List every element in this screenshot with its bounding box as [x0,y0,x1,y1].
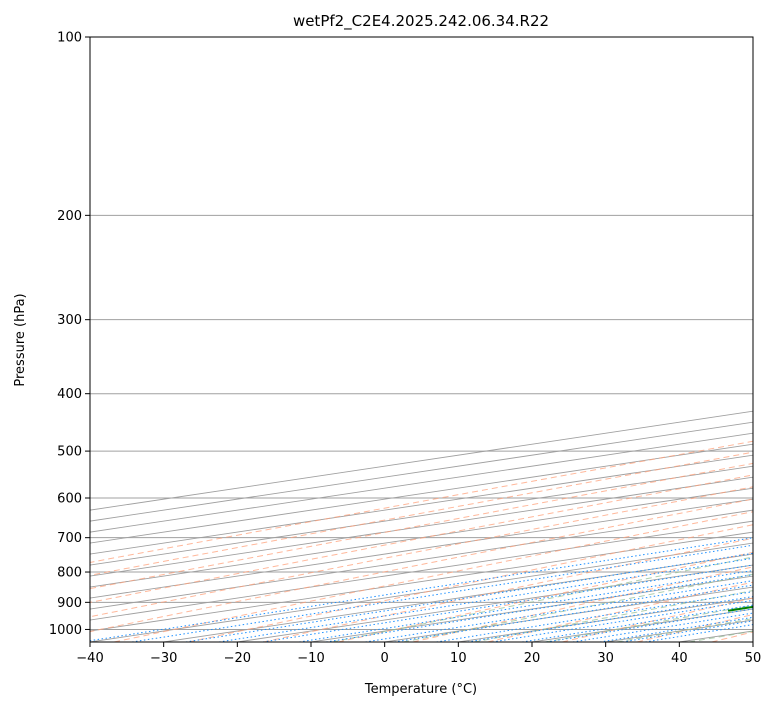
y-tick-label: 400 [57,387,82,402]
y-tick-label: 800 [57,566,82,581]
isotherm-line [752,641,753,642]
dry-adiabat [188,524,753,642]
dry-adiabat [711,631,753,642]
x-tick-label: 10 [450,651,467,666]
isotherm-line [90,432,753,533]
moist-adiabat [544,604,753,642]
isotherm-line [90,410,753,511]
dry-adiabat [487,581,753,642]
isotherm-line [679,630,753,642]
isotherm-line [90,421,753,522]
x-tick-label: −20 [224,651,251,666]
mixing-ratio-line [365,580,753,642]
isotherm-line [90,443,753,544]
isotherm-line [605,619,753,642]
moist-adiabat [473,590,753,642]
isotherm-line [90,465,753,566]
dry-adiabat [263,537,753,642]
dry-adiabat [90,498,753,633]
dry-adiabat [90,462,753,590]
dry-adiabat [562,597,753,642]
dry-adiabat [90,451,753,576]
y-tick-label: 700 [57,531,82,546]
dry-adiabat [636,614,753,642]
x-tick-label: 20 [524,651,541,666]
dry-adiabat [113,511,753,642]
x-tick-label: 0 [381,651,389,666]
y-tick-label: 1000 [49,623,82,638]
isotherm-line [458,597,753,642]
isotherm-line [90,542,753,642]
isotherm-line [90,520,753,621]
y-tick-label: 300 [57,313,82,328]
x-tick-label: 30 [597,651,614,666]
x-tick-label: 40 [671,651,688,666]
y-tick-label: 500 [57,445,82,460]
y-tick-label: 100 [57,31,82,46]
mixing-ratio-line [185,552,753,642]
x-tick-label: −10 [297,651,324,666]
y-tick-label: 600 [57,492,82,507]
background-lines [90,37,753,642]
moist-adiabat [689,630,753,642]
mixing-ratio-line [645,624,753,642]
y-tick-label: 900 [57,596,82,611]
dry-adiabat [90,440,753,563]
isotherm-line [90,476,753,577]
isotherm-line [90,487,753,588]
mixing-ratio-line [262,564,753,642]
chart-title: wetPf2_C2E4.2025.242.06.34.R22 [293,12,549,31]
temperature-profile [759,37,775,611]
isotherm-line [90,509,753,610]
dry-adiabat [90,474,753,603]
y-axis-ticks: 1000 900 800 700 600 500 400 300 200 100 [49,31,90,638]
x-tick-label: −40 [76,651,103,666]
dry-adiabat [90,486,753,618]
mixing-ratio-line [326,574,753,642]
isotherm-line [384,586,753,642]
x-tick-label: −30 [150,651,177,666]
dry-adiabat [412,566,753,642]
isotherm-line [237,564,753,642]
moist-adiabat [332,556,753,642]
y-axis-label: Pressure (hPa) [13,293,28,386]
x-axis-ticks: −40 −30 −20 −10 0 10 20 30 40 50 [76,642,761,666]
plot-frame [89,36,754,643]
mixing-ratio-line [131,544,753,642]
x-tick-label: 50 [745,651,762,666]
isotherm-line [90,454,753,555]
y-tick-label: 200 [57,209,82,224]
mixing-ratio-line [299,570,753,642]
isotherm-line [531,608,753,642]
isotherm-line [310,575,753,642]
x-axis-label: Temperature (°C) [364,682,477,697]
moist-adiabat [403,573,753,642]
isotherm-line [90,498,753,599]
isotherm-line [90,531,753,632]
